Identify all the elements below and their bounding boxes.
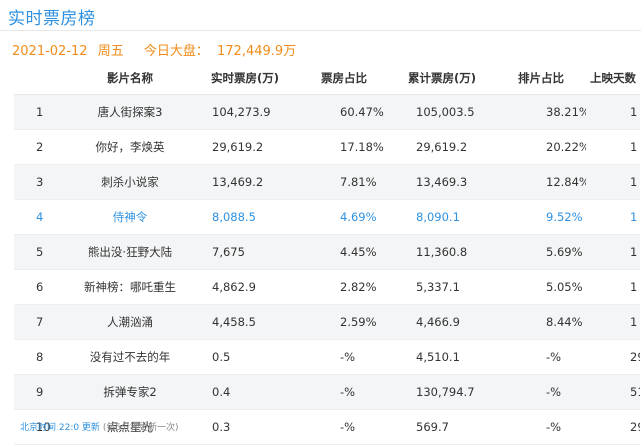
table-row[interactable]: 6 新神榜：哪吒重生 4,862.9 2.82% 5,337.1 5.05% 1 <box>14 269 640 305</box>
header-rank <box>14 61 70 95</box>
update-note: (每5分钟更新一次) <box>102 423 179 433</box>
slot-cell: -% <box>496 339 586 375</box>
share-cell: -% <box>300 374 388 410</box>
summary-label: 今日大盘： <box>143 44 209 59</box>
rank-cell: 8 <box>14 339 70 375</box>
cumulative-cell: 4,466.9 <box>388 304 496 340</box>
update-footer: 北京时间 22:0 更新 (每5分钟更新一次) <box>20 420 179 433</box>
daily-summary: 2021-02-12 周五 今日大盘： 172,449.9万 <box>12 40 302 59</box>
movie-name-cell[interactable]: 拆弹专家2 <box>70 374 190 410</box>
share-cell: -% <box>300 339 388 375</box>
days-cell: 29 <box>586 339 640 375</box>
days-cell: 1 <box>586 164 640 200</box>
movie-name-cell[interactable]: 人潮汹涌 <box>70 304 190 340</box>
rank-cell: 5 <box>14 234 70 270</box>
realtime-cell: 104,273.9 <box>190 94 300 130</box>
realtime-cell: 4,458.5 <box>190 304 300 340</box>
table-row[interactable]: 1 唐人街探案3 104,273.9 60.47% 105,003.5 38.2… <box>14 94 640 130</box>
table-row[interactable]: 9 拆弹专家2 0.4 -% 130,794.7 -% 51 <box>14 374 640 410</box>
cumulative-cell: 8,090.1 <box>388 199 496 235</box>
realtime-cell: 29,619.2 <box>190 129 300 165</box>
realtime-cell: 0.5 <box>190 339 300 375</box>
movie-name-cell[interactable]: 新神榜：哪吒重生 <box>70 269 190 305</box>
cumulative-cell: 13,469.3 <box>388 164 496 200</box>
days-cell: 1 <box>586 129 640 165</box>
title-divider <box>0 30 641 31</box>
share-cell: 4.45% <box>300 234 388 270</box>
slot-cell: -% <box>496 409 586 445</box>
movie-name-cell[interactable]: 你好，李焕英 <box>70 129 190 165</box>
update-time: 北京时间 22:0 更新 <box>20 423 100 433</box>
realtime-cell: 0.4 <box>190 374 300 410</box>
share-cell: 60.47% <box>300 94 388 130</box>
share-cell: 7.81% <box>300 164 388 200</box>
slot-cell: 5.05% <box>496 269 586 305</box>
realtime-cell: 13,469.2 <box>190 164 300 200</box>
page-title: 实时票房榜 <box>8 9 96 29</box>
header-share[interactable]: 票房占比 <box>300 61 388 95</box>
slot-cell: -% <box>496 374 586 410</box>
cumulative-cell: 130,794.7 <box>388 374 496 410</box>
summary-total: 172,449.9万 <box>217 44 297 59</box>
days-cell: 51 <box>586 374 640 410</box>
summary-weekday: 周五 <box>97 44 124 59</box>
slot-cell: 38.21% <box>496 94 586 130</box>
rank-cell: 6 <box>14 269 70 305</box>
days-cell: 1 <box>586 234 640 270</box>
realtime-cell: 4,862.9 <box>190 269 300 305</box>
cumulative-cell: 29,619.2 <box>388 129 496 165</box>
table-header-row: 影片名称 实时票房(万) 票房占比 累计票房(万) 排片占比 上映天数 <box>14 61 640 95</box>
slot-cell: 9.52% <box>496 199 586 235</box>
rank-cell: 9 <box>14 374 70 410</box>
rank-cell: 4 <box>14 199 70 235</box>
box-office-table: 影片名称 实时票房(万) 票房占比 累计票房(万) 排片占比 上映天数 1 唐人… <box>14 61 640 445</box>
days-cell: 1 <box>586 269 640 305</box>
slot-cell: 12.84% <box>496 164 586 200</box>
realtime-cell: 7,675 <box>190 234 300 270</box>
days-cell: 29 <box>586 409 640 445</box>
share-cell: -% <box>300 409 388 445</box>
cumulative-cell: 4,510.1 <box>388 339 496 375</box>
days-cell: 1 <box>586 94 640 130</box>
realtime-cell: 0.3 <box>190 409 300 445</box>
cumulative-cell: 569.7 <box>388 409 496 445</box>
slot-cell: 5.69% <box>496 234 586 270</box>
table-row[interactable]: 3 刺杀小说家 13,469.2 7.81% 13,469.3 12.84% 1 <box>14 164 640 200</box>
realtime-cell: 8,088.5 <box>190 199 300 235</box>
header-realtime[interactable]: 实时票房(万) <box>190 61 300 95</box>
header-days[interactable]: 上映天数 <box>586 61 640 95</box>
header-name[interactable]: 影片名称 <box>70 61 190 95</box>
summary-date: 2021-02-12 <box>12 44 88 59</box>
days-cell: 1 <box>586 199 640 235</box>
cumulative-cell: 11,360.8 <box>388 234 496 270</box>
movie-name-cell[interactable]: 没有过不去的年 <box>70 339 190 375</box>
cumulative-cell: 105,003.5 <box>388 94 496 130</box>
table-row[interactable]: 8 没有过不去的年 0.5 -% 4,510.1 -% 29 <box>14 339 640 375</box>
header-slot[interactable]: 排片占比 <box>496 61 586 95</box>
share-cell: 2.59% <box>300 304 388 340</box>
share-cell: 4.69% <box>300 199 388 235</box>
movie-name-cell[interactable]: 唐人街探案3 <box>70 94 190 130</box>
movie-name-cell[interactable]: 刺杀小说家 <box>70 164 190 200</box>
rank-cell: 3 <box>14 164 70 200</box>
movie-name-cell[interactable]: 侍神令 <box>70 199 190 235</box>
slot-cell: 20.22% <box>496 129 586 165</box>
share-cell: 17.18% <box>300 129 388 165</box>
table-row[interactable]: 2 你好，李焕英 29,619.2 17.18% 29,619.2 20.22%… <box>14 129 640 165</box>
share-cell: 2.82% <box>300 269 388 305</box>
rank-cell: 1 <box>14 94 70 130</box>
movie-name-cell[interactable]: 熊出没·狂野大陆 <box>70 234 190 270</box>
rank-cell: 2 <box>14 129 70 165</box>
rank-cell: 7 <box>14 304 70 340</box>
table-row[interactable]: 7 人潮汹涌 4,458.5 2.59% 4,466.9 8.44% 1 <box>14 304 640 340</box>
cumulative-cell: 5,337.1 <box>388 269 496 305</box>
header-cumulative[interactable]: 累计票房(万) <box>388 61 496 95</box>
table-row[interactable]: 5 熊出没·狂野大陆 7,675 4.45% 11,360.8 5.69% 1 <box>14 234 640 270</box>
slot-cell: 8.44% <box>496 304 586 340</box>
days-cell: 1 <box>586 304 640 340</box>
table-row-highlighted[interactable]: 4 侍神令 8,088.5 4.69% 8,090.1 9.52% 1 <box>14 199 640 235</box>
